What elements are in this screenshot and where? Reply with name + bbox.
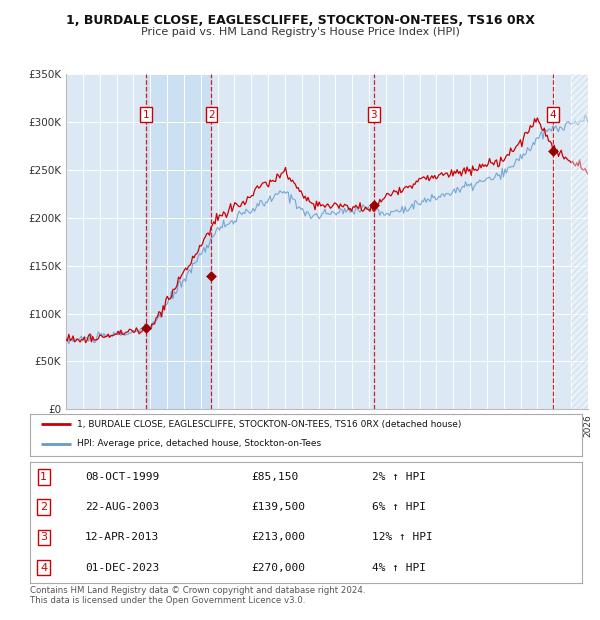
Text: 4% ↑ HPI: 4% ↑ HPI: [372, 563, 426, 573]
Text: 1: 1: [40, 472, 47, 482]
Text: 1, BURDALE CLOSE, EAGLESCLIFFE, STOCKTON-ON-TEES, TS16 0RX (detached house): 1, BURDALE CLOSE, EAGLESCLIFFE, STOCKTON…: [77, 420, 461, 428]
Text: 12% ↑ HPI: 12% ↑ HPI: [372, 533, 433, 542]
Text: 2% ↑ HPI: 2% ↑ HPI: [372, 472, 426, 482]
Text: 01-DEC-2023: 01-DEC-2023: [85, 563, 160, 573]
Text: 1: 1: [143, 110, 149, 120]
Text: 4: 4: [40, 563, 47, 573]
Text: £139,500: £139,500: [251, 502, 305, 512]
Text: 08-OCT-1999: 08-OCT-1999: [85, 472, 160, 482]
Point: [206, 271, 216, 281]
Point: [142, 323, 151, 333]
Text: 6% ↑ HPI: 6% ↑ HPI: [372, 502, 426, 512]
Text: 3: 3: [40, 533, 47, 542]
Text: Contains HM Land Registry data © Crown copyright and database right 2024.
This d: Contains HM Land Registry data © Crown c…: [30, 586, 365, 605]
Text: £213,000: £213,000: [251, 533, 305, 542]
Text: 12-APR-2013: 12-APR-2013: [85, 533, 160, 542]
Text: £270,000: £270,000: [251, 563, 305, 573]
Text: 3: 3: [370, 110, 377, 120]
Text: 4: 4: [550, 110, 556, 120]
Text: 22-AUG-2003: 22-AUG-2003: [85, 502, 160, 512]
Point: [548, 146, 558, 156]
Bar: [571, 74, 596, 409]
Text: £85,150: £85,150: [251, 472, 298, 482]
Text: HPI: Average price, detached house, Stockton-on-Tees: HPI: Average price, detached house, Stoc…: [77, 440, 321, 448]
Text: 2: 2: [208, 110, 215, 120]
Text: 1, BURDALE CLOSE, EAGLESCLIFFE, STOCKTON-ON-TEES, TS16 0RX: 1, BURDALE CLOSE, EAGLESCLIFFE, STOCKTON…: [65, 14, 535, 27]
Bar: [146, 74, 211, 409]
Text: 2: 2: [40, 502, 47, 512]
Bar: [571, 74, 596, 409]
Text: Price paid vs. HM Land Registry's House Price Index (HPI): Price paid vs. HM Land Registry's House …: [140, 27, 460, 37]
Point: [369, 200, 379, 210]
